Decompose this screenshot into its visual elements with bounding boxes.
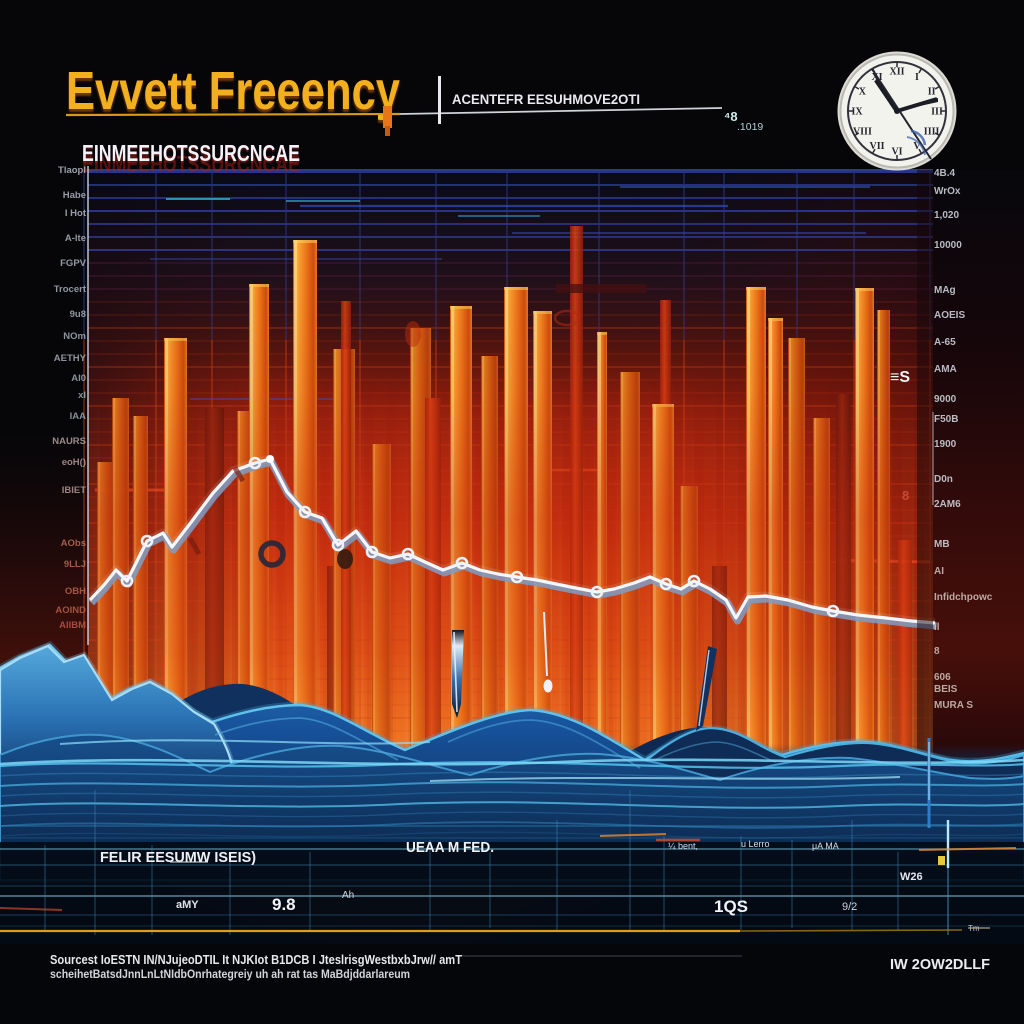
svg-text:IX: IX (851, 107, 863, 118)
svg-text:⁴8: ⁴8 (724, 109, 738, 124)
svg-text:8: 8 (902, 488, 909, 503)
svg-text:Infidchpowc: Infidchpowc (934, 592, 993, 603)
svg-text:VIII: VIII (853, 127, 872, 138)
svg-text:1QS: 1QS (714, 897, 748, 916)
svg-text:¼ bent,: ¼ bent, (668, 841, 698, 851)
svg-text:4B.4: 4B.4 (934, 168, 956, 179)
svg-text:MURA S: MURA S (934, 700, 973, 711)
svg-text:eoH(): eoH() (62, 457, 86, 468)
svg-text:il: il (934, 622, 940, 633)
svg-text:III: III (931, 107, 943, 118)
svg-text:2AM6: 2AM6 (934, 499, 961, 510)
svg-text:OBH: OBH (65, 586, 86, 597)
svg-text:FGPV: FGPV (60, 258, 87, 269)
svg-text:W26: W26 (900, 871, 923, 883)
svg-text:IW 2OW2DLLF: IW 2OW2DLLF (890, 956, 990, 973)
svg-text:X: X (859, 87, 867, 98)
svg-text:9LLJ: 9LLJ (64, 559, 86, 570)
svg-text:.1019: .1019 (737, 121, 763, 133)
svg-text:9000: 9000 (934, 394, 957, 405)
svg-text:UEAA M FED.: UEAA M FED. (406, 839, 494, 856)
svg-text:A-65: A-65 (934, 337, 956, 348)
svg-text:606: 606 (934, 672, 951, 683)
svg-text:AOIND: AOIND (55, 605, 86, 616)
svg-text:Tlaopl: Tlaopl (58, 165, 86, 176)
svg-text:Sourcest IoESTN IN/NJujeoDTIL: Sourcest IoESTN IN/NJujeoDTIL It NJKIot … (50, 953, 462, 967)
svg-text:VI: VI (891, 147, 902, 158)
svg-text:AObs: AObs (61, 538, 86, 549)
svg-text:I Hot: I Hot (65, 208, 87, 219)
svg-text:ACENTEFR EESUHMOVE2OTI: ACENTEFR EESUHMOVE2OTI (452, 91, 640, 107)
svg-text:NAURS: NAURS (52, 436, 86, 447)
svg-text:D0n: D0n (934, 474, 953, 485)
svg-text:F50B: F50B (934, 414, 958, 425)
svg-text:IAA: IAA (70, 411, 87, 422)
svg-text:AOEIS: AOEIS (934, 310, 965, 321)
svg-text:A-lte: A-lte (65, 233, 86, 244)
svg-text:I: I (915, 72, 919, 83)
svg-text:AMA: AMA (934, 364, 957, 375)
svg-text:1,020: 1,020 (934, 210, 959, 221)
svg-text:Ah: Ah (342, 890, 354, 901)
svg-text:Habe: Habe (63, 190, 86, 201)
svg-text:10000: 10000 (934, 240, 962, 251)
svg-text:IBIET: IBIET (62, 485, 86, 496)
svg-text:NOm: NOm (63, 331, 86, 342)
svg-text:AIIBM: AIIBM (59, 620, 86, 631)
svg-text:u Lerro: u Lerro (741, 839, 770, 849)
svg-text:Trocert: Trocert (54, 284, 87, 295)
svg-text:AI0: AI0 (71, 373, 86, 384)
svg-text:aMY: aMY (176, 899, 199, 911)
svg-text:8: 8 (934, 646, 940, 657)
svg-text:9/2: 9/2 (842, 901, 857, 913)
svg-text:1900: 1900 (934, 439, 957, 450)
svg-text:μA MA: μA MA (812, 841, 839, 851)
svg-text:xI: xI (78, 390, 86, 401)
svg-text:VII: VII (869, 141, 884, 152)
svg-text:MB: MB (934, 539, 950, 550)
svg-text:9u8: 9u8 (70, 309, 86, 320)
svg-text:BEIS: BEIS (934, 684, 958, 695)
svg-text:II: II (928, 87, 936, 98)
svg-text:V: V (913, 141, 921, 152)
svg-text:scheihetBatsdJnnLnLtNIdbOnrhat: scheihetBatsdJnnLnLtNIdbOnrhategreiy uh … (50, 967, 410, 981)
svg-text:EINMEEHOTSSURCNCAE: EINMEEHOTSSURCNCAE (82, 140, 300, 166)
svg-text:EINMEEHOTSSURCNCAE: EINMEEHOTSSURCNCAE (82, 151, 300, 177)
svg-text:IIII: IIII (924, 127, 940, 138)
svg-text:Evvett Freeency: Evvett Freeency (66, 61, 400, 121)
svg-text:9.8: 9.8 (272, 895, 296, 914)
svg-text:≡S: ≡S (890, 369, 910, 386)
svg-text:FELIR EESUMW ISEIS): FELIR EESUMW ISEIS) (100, 849, 256, 866)
svg-text:AI: AI (934, 566, 944, 577)
svg-text:XII: XII (889, 67, 904, 78)
svg-text:AETHY: AETHY (54, 353, 87, 364)
svg-text:WrOx: WrOx (934, 186, 961, 197)
svg-text:MAg: MAg (934, 285, 956, 296)
